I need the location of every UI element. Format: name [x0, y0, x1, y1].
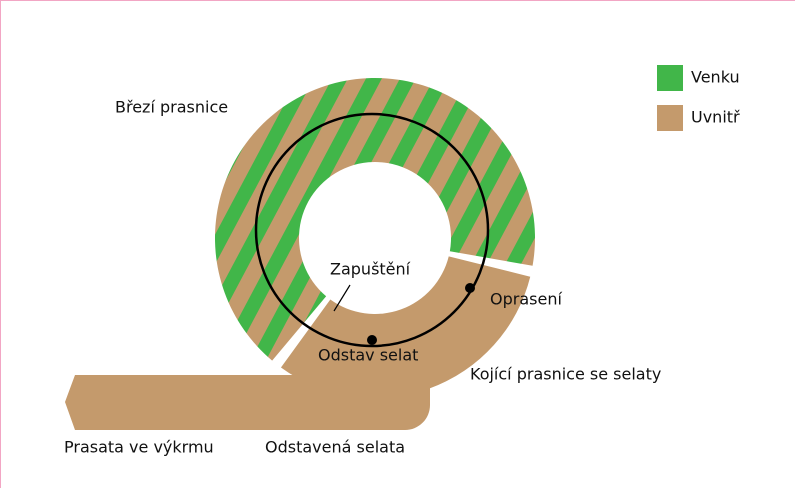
legend-swatch: [657, 105, 683, 131]
weaning-dot: [367, 335, 377, 345]
legend-label: Uvnitř: [691, 108, 740, 127]
label: Odstav selat: [318, 346, 418, 365]
label: Prasata ve výkrmu: [64, 438, 214, 457]
legend-swatch: [657, 65, 683, 91]
farrowing-dot: [465, 283, 475, 293]
legend-label: Venku: [691, 68, 740, 87]
label: Březí prasnice: [115, 98, 228, 117]
label: Oprasení: [490, 290, 562, 309]
diagram: Březí prasnice Zapuštění Oprasení Odstav…: [0, 0, 795, 488]
label: Odstavená selata: [265, 438, 405, 457]
growth-bar: [65, 372, 430, 430]
label: Kojící prasnice se selaty: [470, 365, 661, 384]
label: Zapuštění: [330, 260, 411, 279]
